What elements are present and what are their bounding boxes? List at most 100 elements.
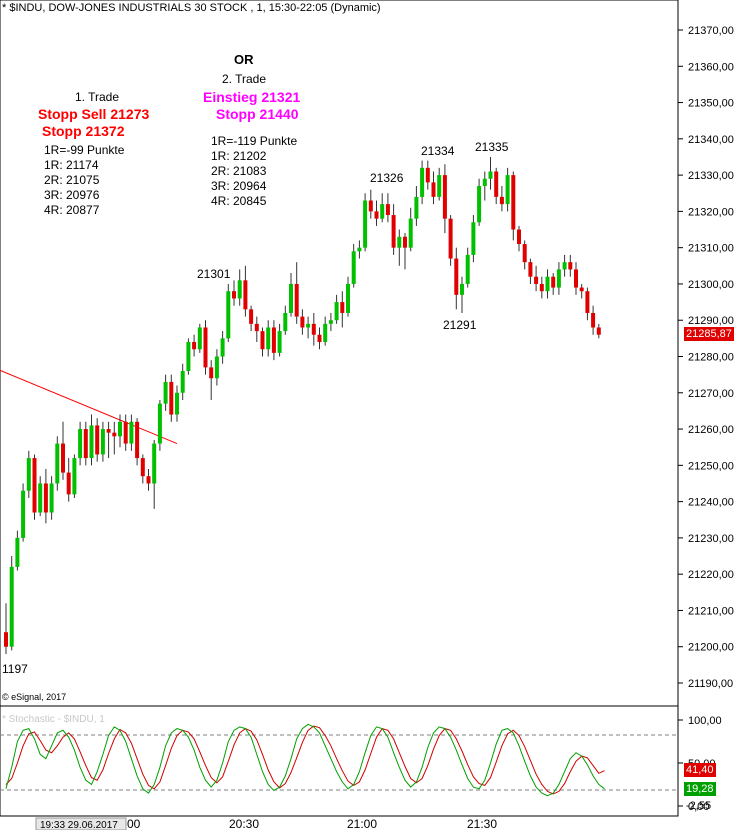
trade2-line-0: 1R=-119 Punkte bbox=[211, 134, 298, 148]
candle-body bbox=[323, 323, 328, 342]
candle-body bbox=[283, 312, 288, 332]
candle-body bbox=[374, 211, 379, 219]
trade1-heading: 1. Trade bbox=[75, 90, 120, 104]
candle-body bbox=[414, 196, 419, 219]
price-tick-label: 21320,00 bbox=[688, 206, 734, 218]
price-tick-label: 21250,00 bbox=[688, 460, 734, 472]
candle-body bbox=[49, 483, 54, 513]
candle-body bbox=[289, 283, 293, 313]
candle-body bbox=[425, 167, 430, 183]
candle-body bbox=[254, 323, 259, 332]
candle-body bbox=[408, 218, 413, 248]
current-price-tag: 21285,87 bbox=[684, 327, 734, 341]
candle-body bbox=[363, 200, 368, 248]
trendline bbox=[0, 369, 178, 445]
stoch-extra-value: -2,55 bbox=[686, 800, 712, 812]
price-panel: 21190,00 21200,00 21210,00 21220,00 21230,00… bbox=[0, 0, 734, 707]
candle-body bbox=[55, 443, 60, 484]
price-tick-label: 21260,00 bbox=[688, 424, 734, 436]
candle-body bbox=[579, 287, 584, 292]
time-label: 19:33 29.06.2017 bbox=[40, 820, 118, 830]
candle-body bbox=[32, 458, 37, 513]
trade1-line-4: 4R: 20877 bbox=[44, 203, 100, 217]
trade1-entry: Stopp Sell 21273 bbox=[38, 106, 150, 122]
candle-body bbox=[477, 185, 482, 223]
candle-body bbox=[300, 316, 305, 328]
candle-body bbox=[89, 425, 94, 459]
candle-body bbox=[129, 421, 134, 444]
candle-body bbox=[505, 175, 510, 205]
candle-body bbox=[397, 236, 402, 248]
candle-body bbox=[277, 331, 282, 353]
time-label: 21:30 bbox=[467, 817, 497, 830]
trade2-line-4: 4R: 20845 bbox=[211, 194, 267, 208]
candle-body bbox=[454, 258, 459, 295]
stochastic-d-line bbox=[5, 725, 605, 795]
price-tick-label: 21200,00 bbox=[688, 642, 734, 654]
candle-body bbox=[585, 291, 590, 313]
candle-body bbox=[340, 302, 345, 313]
stochastic-k-line bbox=[5, 723, 605, 797]
candle-body bbox=[528, 262, 533, 277]
candle-body bbox=[522, 244, 527, 263]
candle-body bbox=[562, 262, 567, 270]
candle-body bbox=[209, 367, 214, 379]
candle-body bbox=[465, 254, 470, 284]
candle-body bbox=[346, 283, 350, 313]
candle-body bbox=[311, 323, 316, 335]
candle-layer bbox=[4, 156, 601, 654]
trade1-line-0: 1R=-99 Punkte bbox=[44, 143, 125, 157]
copyright: © eSignal, 2017 bbox=[2, 692, 67, 702]
trade1-line-3: 3R: 20976 bbox=[44, 188, 100, 202]
price-tick-label: 21300,00 bbox=[688, 279, 734, 291]
trade2-heading: 2. Trade bbox=[222, 72, 267, 86]
cursor-date-box bbox=[35, 817, 127, 830]
time-label: 21:00 bbox=[347, 817, 377, 830]
candle-body bbox=[66, 472, 71, 495]
candle-body bbox=[61, 443, 65, 473]
candle-body bbox=[163, 381, 168, 404]
candle-body bbox=[175, 392, 179, 415]
price-tick-label: 21310,00 bbox=[688, 243, 734, 255]
candle-body bbox=[186, 341, 191, 372]
candle-body bbox=[568, 262, 573, 270]
peak-label-21335: 21335 bbox=[475, 140, 509, 154]
candle-body bbox=[385, 204, 390, 216]
trade2-line-3: 3R: 20964 bbox=[211, 179, 267, 193]
candle-body bbox=[243, 280, 248, 310]
price-tick-label: 21350,00 bbox=[688, 98, 734, 110]
candle-body bbox=[38, 483, 43, 513]
trade2-line-1: 1R: 21202 bbox=[211, 149, 267, 163]
candle-body bbox=[78, 429, 83, 459]
candle-body bbox=[135, 421, 140, 459]
candle-body bbox=[21, 490, 26, 538]
price-tick-label: 21190,00 bbox=[688, 678, 733, 690]
candle-body bbox=[152, 443, 157, 484]
candle-body bbox=[596, 327, 601, 335]
candle-body bbox=[334, 302, 339, 321]
candle-body bbox=[294, 283, 299, 317]
candle-body bbox=[118, 421, 122, 437]
price-tick-label: 21370,00 bbox=[688, 25, 734, 37]
peak-label-21326: 21326 bbox=[370, 171, 404, 185]
candle-body bbox=[220, 338, 225, 357]
price-tick-label: 21360,00 bbox=[688, 61, 734, 73]
candle-body bbox=[574, 269, 578, 288]
candle-body bbox=[494, 171, 499, 197]
price-tick-label: 21280,00 bbox=[688, 352, 734, 364]
candle-body bbox=[123, 421, 128, 444]
price-tick-label: 21210,00 bbox=[688, 605, 734, 617]
candle-body bbox=[328, 320, 333, 324]
candle-body bbox=[26, 458, 31, 491]
candle-body bbox=[95, 425, 100, 455]
candle-body bbox=[249, 309, 254, 324]
stochastic-panel bbox=[0, 705, 679, 817]
candle-body bbox=[4, 632, 8, 647]
price-tick-label: 21240,00 bbox=[688, 497, 734, 509]
price-tick-label: 21270,00 bbox=[688, 388, 734, 400]
candle-body bbox=[403, 236, 407, 248]
candle-body bbox=[192, 341, 197, 350]
candle-body bbox=[482, 178, 487, 186]
candle-body bbox=[539, 283, 544, 292]
